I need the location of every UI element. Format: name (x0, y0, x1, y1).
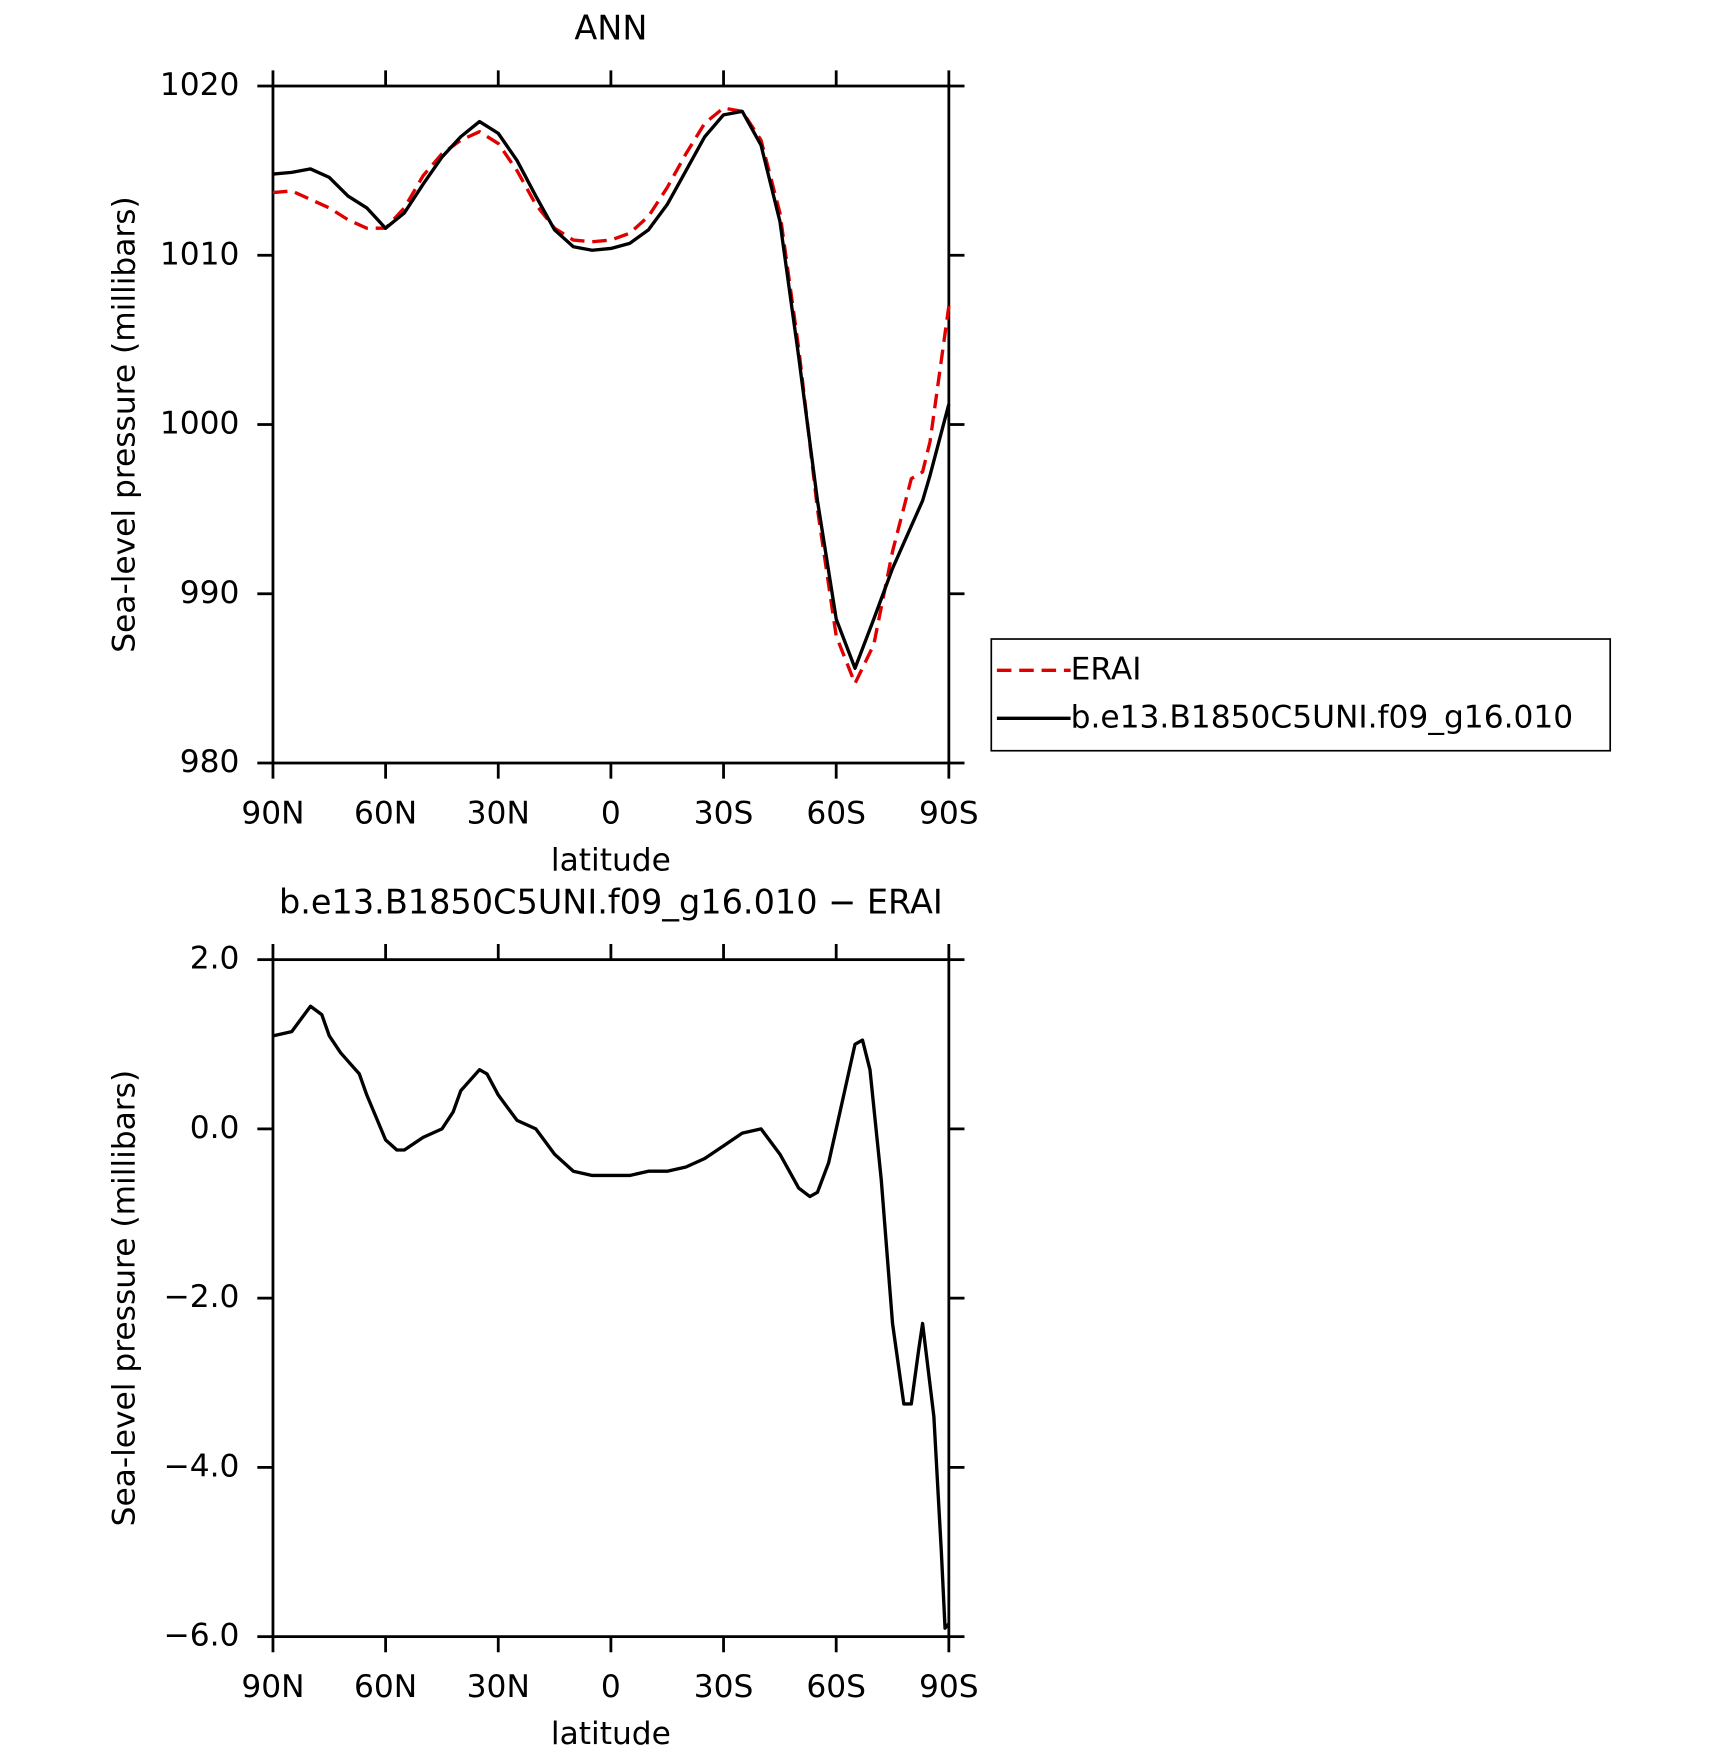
x-axis-label: latitude (551, 1716, 671, 1745)
y-tick-label: 1020 (160, 67, 240, 103)
y-tick-label: 980 (180, 744, 240, 780)
data-line (272, 109, 951, 670)
x-tick-label: 30S (694, 1669, 754, 1705)
x-axis-label: latitude (551, 842, 671, 878)
x-tick-label: 60S (806, 795, 866, 831)
y-tick-label: −4.0 (164, 1448, 240, 1484)
y-tick-label: −2.0 (164, 1279, 240, 1315)
x-tick-label: 0 (601, 795, 621, 831)
legend-box (990, 638, 1612, 752)
plot-frame (271, 84, 951, 765)
chart-title: ANN (574, 9, 647, 48)
x-tick-label: 60S (806, 1669, 866, 1705)
x-tick-label: 90N (241, 1669, 304, 1705)
x-tick-label: 90N (241, 795, 304, 831)
x-tick-label: 90S (919, 795, 979, 831)
y-tick-label: 990 (180, 575, 240, 611)
y-tick-label: −6.0 (164, 1618, 240, 1654)
x-tick-label: 30N (467, 1669, 530, 1705)
legend-label: ERAI (1071, 651, 1142, 687)
x-tick-label: 30N (467, 795, 530, 831)
x-tick-label: 30S (694, 795, 754, 831)
x-tick-label: 60N (354, 1669, 417, 1705)
y-axis-label: Sea-level pressure (millibars) (106, 196, 142, 653)
y-axis-label: Sea-level pressure (millibars) (106, 1070, 142, 1527)
data-line (272, 1004, 951, 1630)
chart-title: b.e13.B1850C5UNI.f09_g16.010 − ERAI (279, 882, 943, 921)
y-tick-label: 1000 (160, 406, 240, 442)
plot-frame (271, 958, 951, 1639)
y-tick-label: 1010 (160, 236, 240, 272)
legend-label: b.e13.B1850C5UNI.f09_g16.010 (1071, 699, 1574, 735)
data-line (272, 106, 951, 686)
y-tick-label: 2.0 (190, 941, 240, 977)
x-tick-label: 60N (354, 795, 417, 831)
x-tick-label: 0 (601, 1669, 621, 1705)
x-tick-label: 90S (919, 1669, 979, 1705)
y-tick-label: 0.0 (190, 1110, 240, 1146)
